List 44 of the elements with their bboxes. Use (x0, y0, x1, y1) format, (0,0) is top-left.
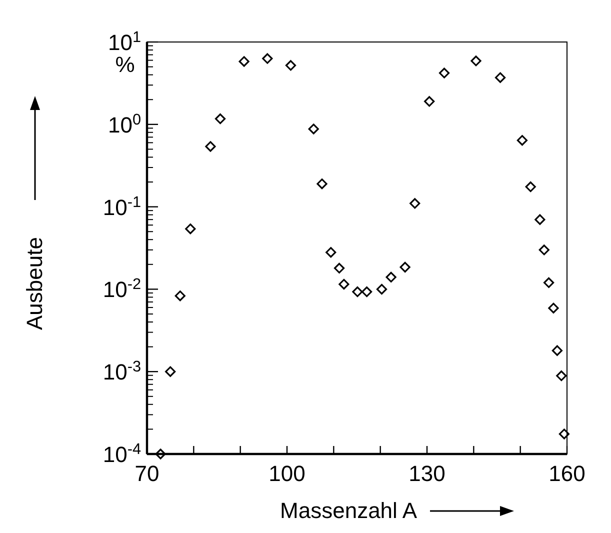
point (326, 247, 336, 258)
point (552, 345, 562, 356)
point (525, 181, 536, 192)
point (438, 68, 450, 78)
x-axis-title: Massenzahl A (280, 498, 418, 523)
point (362, 286, 372, 298)
y-tick-label: 10$^{-3}$ (102, 358, 141, 385)
x-tick-label: 130 (408, 461, 446, 486)
point (516, 135, 528, 146)
y-tick-label: 10$^{-1}$ (102, 193, 141, 220)
point (400, 262, 410, 272)
point (424, 96, 435, 107)
point (205, 141, 216, 152)
point (308, 124, 319, 134)
point (165, 366, 176, 377)
point (548, 302, 559, 314)
point (494, 72, 506, 83)
text: % (115, 52, 135, 77)
point (238, 56, 250, 67)
point (534, 214, 546, 225)
point (470, 56, 482, 66)
point (174, 290, 186, 302)
point (538, 244, 550, 256)
point (185, 224, 196, 234)
point (556, 370, 567, 382)
point (262, 53, 273, 64)
y-tick-label: 10$^{1}$ (108, 28, 141, 55)
x-tick-label: 160 (548, 461, 586, 486)
point (558, 428, 570, 440)
point (386, 272, 396, 282)
point (334, 262, 345, 274)
point (316, 178, 328, 190)
point (410, 198, 420, 209)
point (155, 448, 166, 460)
point (214, 113, 226, 124)
y-tick-label: 10$^{-2}$ (102, 276, 141, 302)
y-tick-label: 10$^{0}$ (108, 110, 141, 138)
point (376, 284, 388, 294)
point (338, 278, 350, 290)
x-tick-label: 100 (268, 461, 306, 486)
y-axis-title: Ausbeute (22, 237, 47, 330)
point (352, 286, 363, 298)
point (544, 277, 554, 288)
point (285, 60, 296, 71)
